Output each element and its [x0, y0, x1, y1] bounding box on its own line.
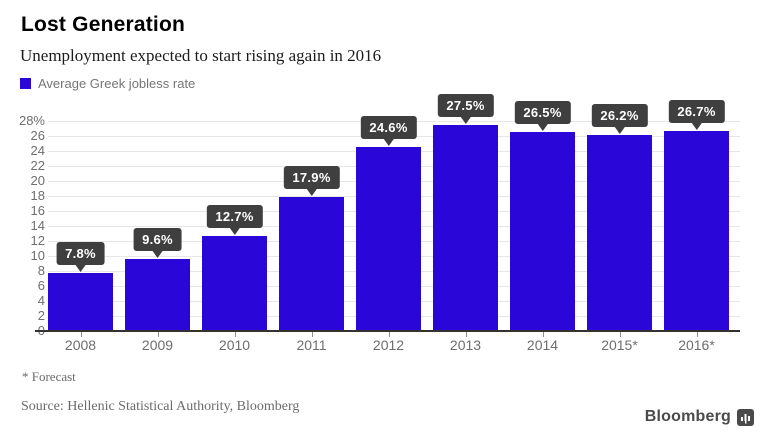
x-axis-tick-mark: [465, 332, 467, 337]
y-axis-tick-label: 24: [30, 143, 45, 158]
value-badge: 12.7%: [206, 204, 263, 235]
x-axis-tick-label: 2008: [64, 337, 97, 353]
x-axis-tick-label: 2015*: [601, 337, 638, 353]
y-axis-tick-label: 8: [37, 263, 45, 278]
bar-chart-icon: [737, 408, 754, 426]
forecast-footnote: * Forecast: [22, 369, 76, 384]
value-badge: 7.8%: [56, 241, 105, 272]
x-axis-tick-label: 2016*: [678, 337, 715, 353]
x-axis-tick-mark: [80, 332, 82, 337]
x-axis-tick-label: 2012: [372, 337, 405, 353]
value-badge: 17.9%: [283, 165, 340, 196]
y-axis-tick-label: 20: [30, 173, 45, 188]
y-axis-tick-label: 4: [37, 293, 45, 308]
y-axis-tick-label: 12: [30, 233, 45, 248]
x-axis-tick-mark: [619, 332, 621, 337]
value-badge: 9.6%: [133, 228, 182, 258]
source-attribution: Source: Hellenic Statistical Authority, …: [21, 399, 300, 414]
value-badge: 26.7%: [668, 99, 725, 130]
bar-2011: [279, 196, 344, 331]
chart-legend: Average Greek jobless rate: [20, 76, 195, 91]
chart-title: Lost Generation: [21, 13, 186, 36]
x-axis-tick-mark: [157, 332, 159, 337]
legend-swatch-icon: [20, 78, 31, 89]
x-axis-tick-label: 2013: [449, 337, 482, 353]
y-axis-tick-label: 22: [30, 158, 45, 173]
y-axis-tick-label: 2: [37, 308, 45, 323]
bloomberg-logo: Bloomberg: [645, 408, 754, 426]
x-axis-tick-mark: [542, 332, 544, 337]
x-axis-tick-label: 2014: [526, 337, 559, 353]
x-axis-tick-label: 2009: [141, 337, 174, 353]
bar-2013: [433, 124, 498, 331]
y-axis-tick-label: 10: [30, 248, 45, 263]
x-axis-tick-label: 2010: [218, 337, 251, 353]
bar-2010: [202, 235, 267, 331]
y-axis-tick-label: 18: [30, 188, 45, 203]
y-axis-tick-label: 14: [30, 218, 45, 233]
value-badge: 27.5%: [437, 93, 494, 124]
x-axis-tick-mark: [234, 332, 236, 337]
bar-2014: [510, 132, 575, 331]
value-badge: 26.5%: [514, 101, 571, 132]
bar-2012: [356, 146, 421, 331]
bar-2016*: [664, 130, 729, 331]
legend-label: Average Greek jobless rate: [38, 76, 196, 91]
x-axis-line: [35, 330, 740, 332]
bar-2008: [48, 272, 113, 331]
y-axis-tick-label: 6: [37, 278, 45, 293]
x-axis-tick-label: 2011: [296, 337, 327, 353]
chart-subtitle: Unemployment expected to start rising ag…: [20, 46, 382, 65]
y-axis-tick-label: 26: [30, 128, 45, 143]
x-axis-tick-mark: [696, 332, 698, 337]
bar-2015*: [587, 134, 652, 331]
value-badge: 26.2%: [591, 103, 648, 134]
bloomberg-logo-text: Bloomberg: [644, 408, 731, 425]
y-axis-tick-label: 28%: [18, 113, 45, 128]
y-axis-tick-label: 16: [30, 203, 45, 218]
value-badge: 24.6%: [360, 115, 417, 146]
plot-area: 7.8% 9.6% 12.7% 17.9% 24.6% 27.5% 26.5% 26.2% 26…: [48, 93, 740, 331]
x-axis-tick-mark: [311, 332, 313, 337]
x-axis-tick-mark: [388, 332, 390, 337]
bar-2009: [125, 259, 190, 331]
